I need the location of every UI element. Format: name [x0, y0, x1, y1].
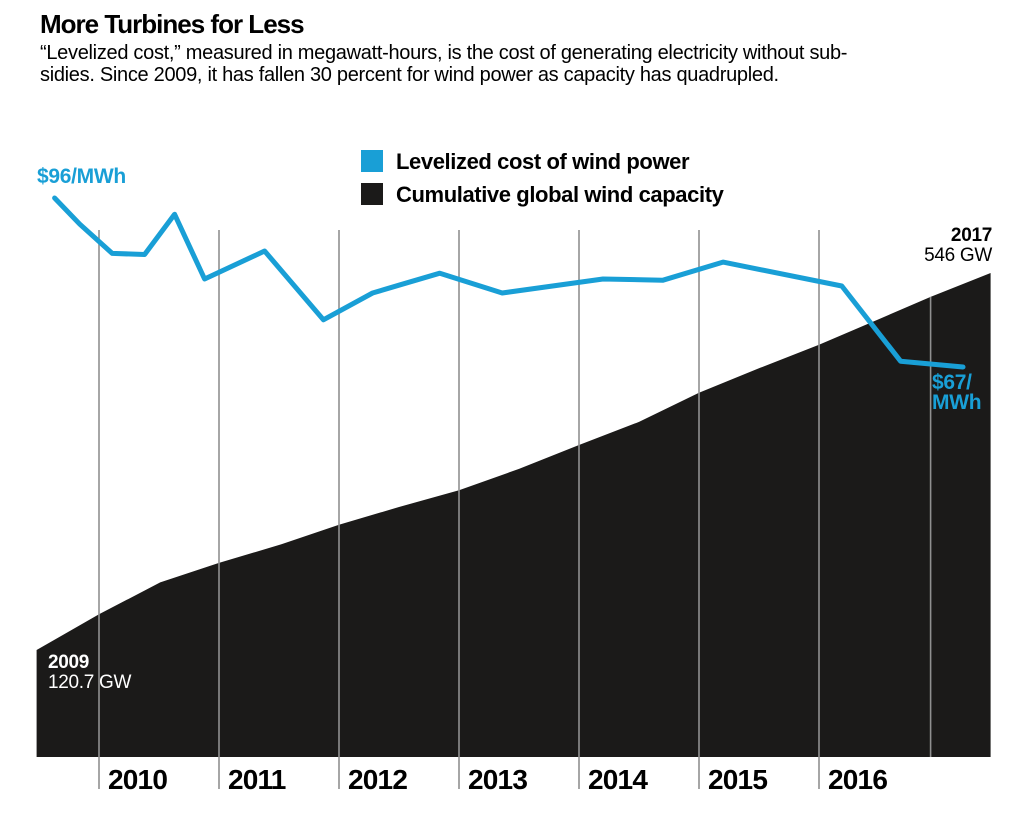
year-tick-label-2014: 2014 — [588, 764, 648, 795]
annotation-end-cost: $67/ MWh — [932, 371, 982, 414]
capacity-area-series — [36, 273, 991, 757]
chart-subtitle: “Levelized cost,” measured in megawatt-h… — [40, 42, 1010, 86]
annotation-start-cost: $96/MWh — [37, 165, 126, 188]
chart-title: More Turbines for Less — [40, 9, 305, 39]
year-tick-label-2016: 2016 — [828, 764, 888, 795]
year-tick-label-2010: 2010 — [108, 764, 168, 795]
cost-line-series — [52, 195, 966, 370]
annotation-start-capacity: 120.7 GW — [48, 672, 132, 693]
annotation-end-capacity: 546 GW — [924, 245, 992, 266]
legend-swatch-blue-icon — [361, 150, 383, 172]
legend-label-capacity: Cumulative global wind capacity — [396, 182, 724, 207]
legend-item-cost: Levelized cost of wind power — [361, 150, 723, 173]
chart-subtitle-line-2: sidies. Since 2009, it has fallen 30 per… — [40, 63, 779, 86]
chart-subtitle-line-1: “Levelized cost,” measured in megawatt-h… — [40, 42, 848, 64]
legend-item-capacity: Cumulative global wind capacity — [361, 182, 724, 207]
chart-legend: Levelized cost of wind power Cumulative … — [361, 150, 724, 216]
annotation-end-cost-line-2: MWh — [932, 391, 982, 414]
legend-label-cost: Levelized cost of wind power — [396, 149, 690, 174]
legend-swatch-black-icon — [361, 183, 383, 205]
year-tick-label-2011: 2011 — [228, 764, 286, 795]
year-tick-label-2012: 2012 — [348, 764, 408, 795]
chart-header: More Turbines for Less “Levelized cost,”… — [40, 10, 1010, 86]
annotation-end-cost-line-1: $67/ — [932, 371, 972, 394]
annotation-end-year: 2017 — [950, 225, 992, 246]
year-tick-label-2013: 2013 — [468, 764, 528, 795]
annotation-start-year: 2009 — [48, 652, 90, 673]
year-tick-label-2015: 2015 — [708, 764, 768, 795]
